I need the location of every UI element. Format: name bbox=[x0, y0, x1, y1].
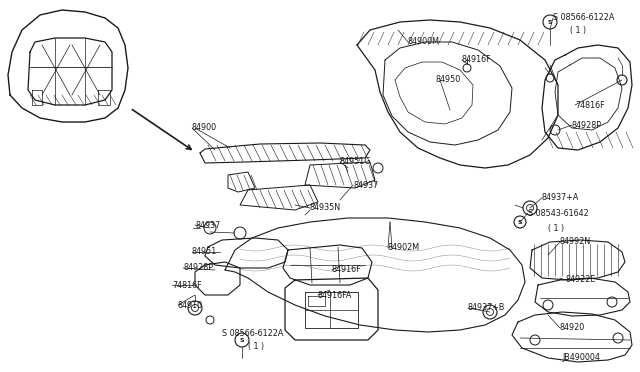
Text: S: S bbox=[240, 337, 244, 343]
Circle shape bbox=[523, 201, 537, 215]
Text: 84916F: 84916F bbox=[332, 266, 362, 275]
Text: 84916FA: 84916FA bbox=[318, 291, 353, 299]
Circle shape bbox=[486, 308, 493, 315]
Circle shape bbox=[204, 222, 216, 234]
Text: 84900M: 84900M bbox=[408, 38, 440, 46]
Text: 74816F: 74816F bbox=[575, 100, 605, 109]
Text: 84928P: 84928P bbox=[183, 263, 213, 273]
Text: 84951G: 84951G bbox=[340, 157, 371, 167]
Text: S: S bbox=[518, 219, 522, 224]
Text: 74816F: 74816F bbox=[172, 280, 202, 289]
Circle shape bbox=[543, 300, 553, 310]
Text: S 08566-6122A: S 08566-6122A bbox=[222, 328, 284, 337]
Circle shape bbox=[206, 316, 214, 324]
Text: 84935N: 84935N bbox=[310, 203, 341, 212]
Circle shape bbox=[543, 15, 557, 29]
Text: 84992N: 84992N bbox=[560, 237, 591, 247]
Text: 84950: 84950 bbox=[435, 76, 460, 84]
Circle shape bbox=[530, 335, 540, 345]
Text: S 08566-6122A: S 08566-6122A bbox=[553, 13, 614, 22]
Circle shape bbox=[550, 125, 560, 135]
Text: 84951: 84951 bbox=[192, 247, 217, 257]
Circle shape bbox=[373, 163, 383, 173]
Text: 84937: 84937 bbox=[195, 221, 220, 230]
Text: ( 1 ): ( 1 ) bbox=[248, 343, 264, 352]
Text: S 08543-61642: S 08543-61642 bbox=[528, 208, 589, 218]
Text: 84937: 84937 bbox=[353, 180, 378, 189]
Text: 84937+A: 84937+A bbox=[542, 193, 579, 202]
Text: 84928P: 84928P bbox=[572, 121, 602, 129]
Text: JB490004: JB490004 bbox=[562, 353, 600, 362]
Text: S: S bbox=[548, 19, 552, 25]
Circle shape bbox=[527, 205, 534, 212]
Text: 84916F: 84916F bbox=[462, 55, 492, 64]
Circle shape bbox=[463, 64, 471, 72]
Circle shape bbox=[514, 216, 526, 228]
Text: 84900: 84900 bbox=[192, 124, 217, 132]
Circle shape bbox=[235, 333, 249, 347]
Circle shape bbox=[607, 297, 617, 307]
Text: 84937+B: 84937+B bbox=[468, 304, 506, 312]
Text: ( 1 ): ( 1 ) bbox=[548, 224, 564, 232]
Circle shape bbox=[188, 301, 202, 315]
Circle shape bbox=[483, 305, 497, 319]
Text: 84922E: 84922E bbox=[565, 276, 595, 285]
Circle shape bbox=[617, 75, 627, 85]
Circle shape bbox=[234, 227, 246, 239]
Text: 84910: 84910 bbox=[178, 301, 203, 310]
Circle shape bbox=[613, 333, 623, 343]
Circle shape bbox=[546, 74, 554, 82]
Circle shape bbox=[191, 305, 198, 311]
Text: 84920: 84920 bbox=[560, 324, 585, 333]
Text: 84902M: 84902M bbox=[388, 244, 420, 253]
Text: ( 1 ): ( 1 ) bbox=[570, 26, 586, 35]
